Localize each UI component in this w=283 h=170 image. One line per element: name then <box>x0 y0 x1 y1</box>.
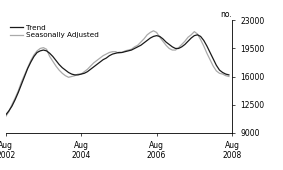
Text: no.: no. <box>220 10 232 19</box>
Trend <box>227 74 231 76</box>
Line: Trend: Trend <box>6 35 229 115</box>
Trend <box>196 34 199 36</box>
Line: Seasonally Adjusted: Seasonally Adjusted <box>6 31 229 117</box>
Seasonally Adjusted <box>130 48 133 50</box>
Seasonally Adjusted <box>227 75 231 78</box>
Trend <box>57 63 61 65</box>
Seasonally Adjusted <box>152 30 155 32</box>
Trend <box>4 114 7 116</box>
Seasonally Adjusted <box>158 36 161 38</box>
Trend <box>35 52 39 54</box>
Legend: Trend, Seasonally Adjusted: Trend, Seasonally Adjusted <box>9 24 100 39</box>
Trend <box>145 39 149 41</box>
Trend <box>155 35 158 37</box>
Trend <box>80 73 83 75</box>
Seasonally Adjusted <box>145 34 149 36</box>
Seasonally Adjusted <box>57 69 61 71</box>
Trend <box>130 49 133 51</box>
Seasonally Adjusted <box>80 73 83 75</box>
Seasonally Adjusted <box>4 116 7 118</box>
Seasonally Adjusted <box>35 50 39 52</box>
